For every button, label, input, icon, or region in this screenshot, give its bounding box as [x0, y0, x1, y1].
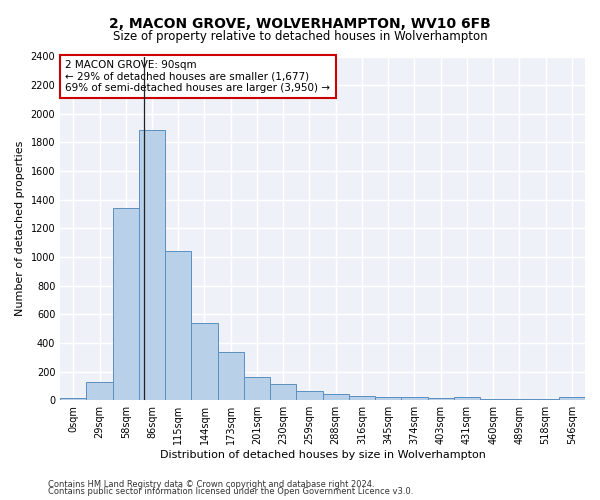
Bar	[323, 394, 349, 400]
Bar	[559, 398, 585, 400]
Y-axis label: Number of detached properties: Number of detached properties	[15, 140, 25, 316]
Text: Contains public sector information licensed under the Open Government Licence v3: Contains public sector information licen…	[48, 487, 413, 496]
Text: Contains HM Land Registry data © Crown copyright and database right 2024.: Contains HM Land Registry data © Crown c…	[48, 480, 374, 489]
X-axis label: Distribution of detached houses by size in Wolverhampton: Distribution of detached houses by size …	[160, 450, 485, 460]
Bar	[349, 396, 375, 400]
Bar	[244, 376, 270, 400]
Text: 2, MACON GROVE, WOLVERHAMPTON, WV10 6FB: 2, MACON GROVE, WOLVERHAMPTON, WV10 6FB	[109, 18, 491, 32]
Bar	[113, 208, 139, 400]
Bar	[296, 391, 323, 400]
Text: Size of property relative to detached houses in Wolverhampton: Size of property relative to detached ho…	[113, 30, 487, 43]
Bar	[218, 352, 244, 400]
Bar	[86, 382, 113, 400]
Bar	[165, 252, 191, 400]
Text: 2 MACON GROVE: 90sqm
← 29% of detached houses are smaller (1,677)
69% of semi-de: 2 MACON GROVE: 90sqm ← 29% of detached h…	[65, 60, 331, 93]
Bar	[60, 398, 86, 400]
Bar	[375, 396, 401, 400]
Bar	[428, 398, 454, 400]
Bar	[270, 384, 296, 400]
Bar	[139, 130, 165, 400]
Bar	[401, 398, 428, 400]
Bar	[191, 323, 218, 400]
Bar	[454, 396, 480, 400]
Bar	[480, 399, 506, 400]
